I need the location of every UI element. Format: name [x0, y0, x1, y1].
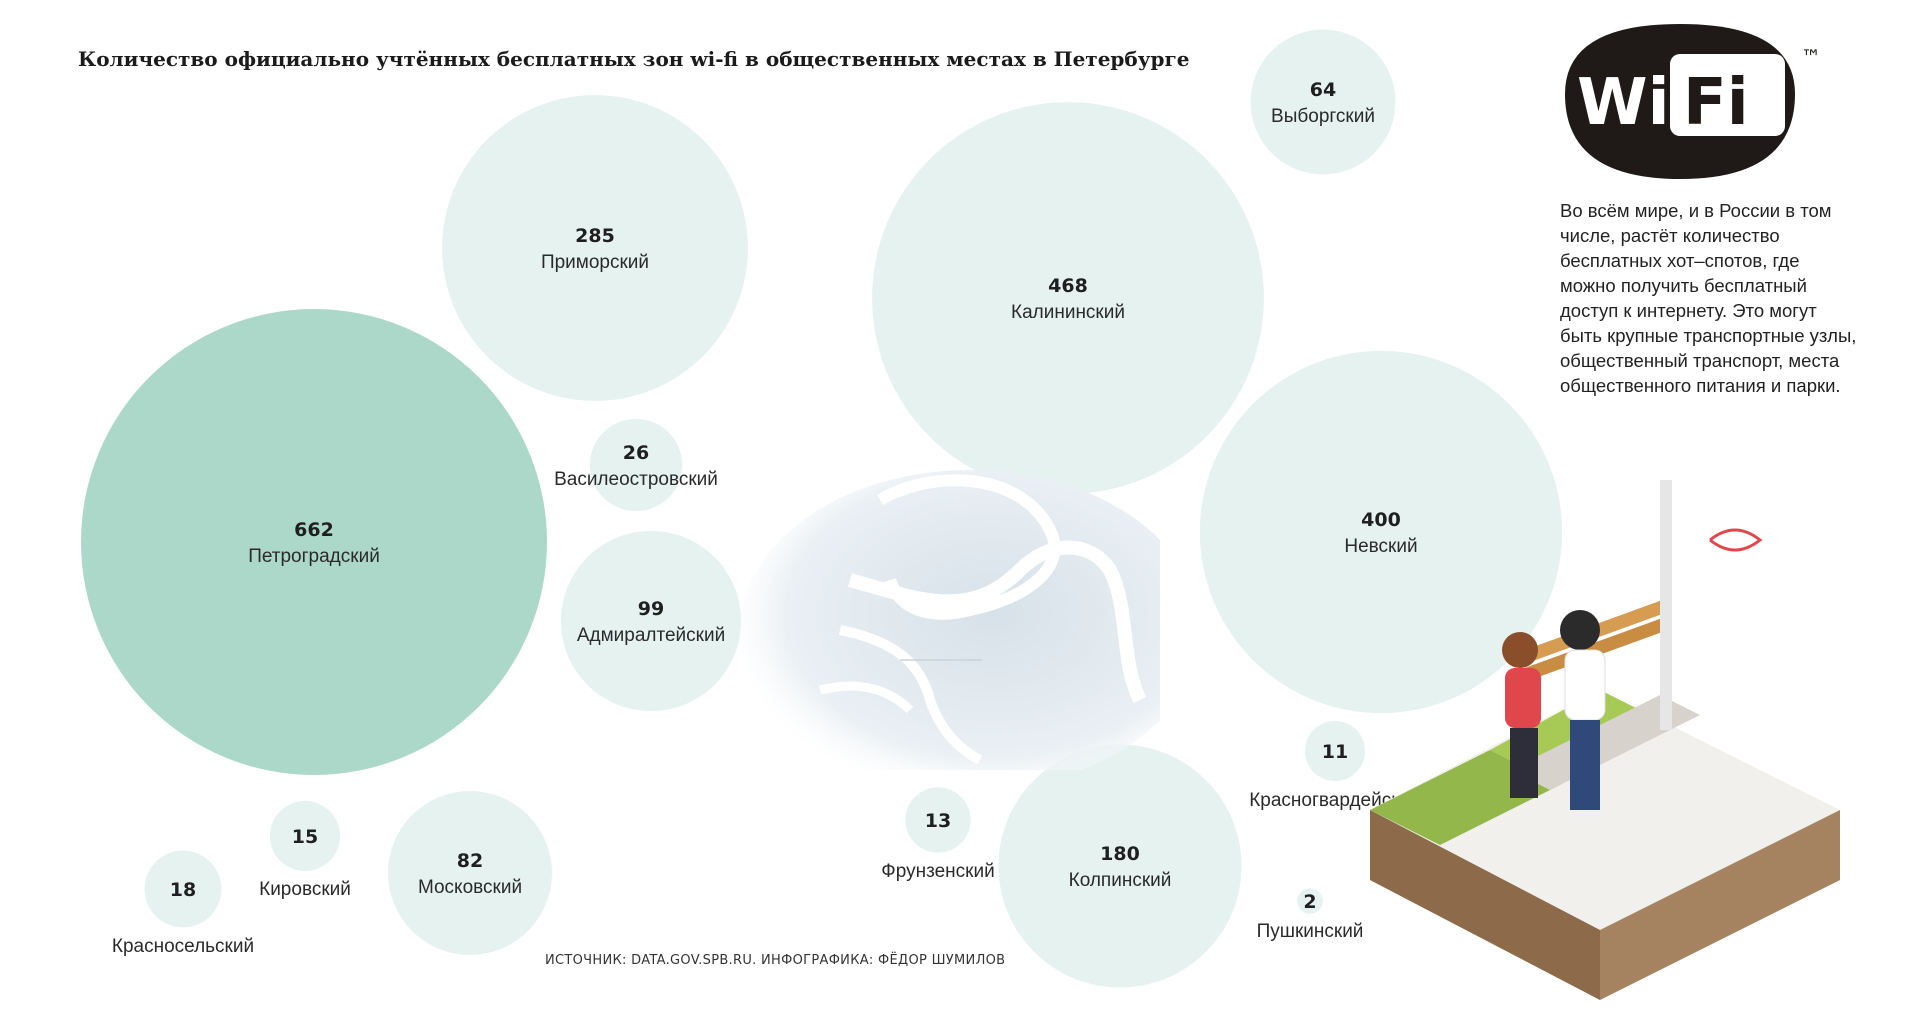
bubble-1	[81, 309, 547, 775]
bubble-value-3: 400	[1361, 509, 1401, 531]
bubble-label-1: Петроградский	[248, 546, 380, 567]
bubble-8	[1250, 29, 1396, 175]
wifi-logo-fi: Fi	[1683, 66, 1749, 140]
bubble-value-2: 468	[1048, 275, 1088, 297]
bubble-label-12: Кировский	[259, 879, 351, 900]
bubble-14	[1304, 720, 1366, 782]
bubble-label-3: Невский	[1344, 536, 1417, 557]
wifi-signal-icon	[1709, 528, 1763, 552]
bubble-label-13: Фрунзенский	[881, 861, 994, 882]
bubble-label-2: Калининский	[1011, 302, 1125, 323]
wifi-logo-tm: ™	[1801, 45, 1821, 69]
source-credit: ИСТОЧНИК: DATA.GOV.SPB.RU. ИНФОГРАФИКА: …	[545, 953, 1006, 968]
bubble-7	[387, 790, 553, 956]
bubble-9	[589, 418, 683, 512]
bubble-value-5: 180	[1100, 843, 1140, 865]
bubble-label-15: Пушкинский	[1257, 921, 1364, 942]
bubble-5	[998, 744, 1242, 988]
bubble-value-4: 285	[575, 225, 615, 247]
bubble-label-14: Красногвардейский	[1249, 790, 1421, 811]
bubble-value-14: 11	[1322, 741, 1348, 763]
bubble-label-11: Красносельский	[112, 936, 254, 957]
bubble-value-11: 18	[170, 879, 196, 901]
bubble-value-6: 99	[638, 598, 664, 620]
bubble-label-9: Василеостровский	[554, 469, 718, 490]
bubble-13	[905, 787, 971, 853]
bubble-label-6: Адмиралтейский	[577, 625, 725, 646]
bubble-value-1: 662	[294, 519, 334, 541]
bubble-value-7: 82	[457, 850, 483, 872]
bubble-6	[560, 530, 742, 712]
bubble-value-8: 64	[1310, 79, 1336, 101]
description-text: Во всём мире, и в России в том числе, ра…	[1560, 200, 1857, 396]
bubble-12	[269, 800, 341, 872]
bubble-15	[1297, 888, 1323, 914]
bubble-label-8: Выборгский	[1271, 106, 1375, 127]
page-title: Количество официально учтённых бесплатны…	[78, 47, 1190, 71]
bubble-2	[872, 102, 1264, 494]
bubble-11	[144, 850, 222, 928]
bubble-label-5: Колпинский	[1069, 870, 1172, 891]
bubble-label-4: Приморский	[541, 252, 649, 273]
bubble-value-9: 26	[623, 442, 649, 464]
bubble-value-12: 15	[292, 826, 318, 848]
bubble-4	[442, 95, 748, 401]
wifi-logo-wi: Wi	[1577, 66, 1670, 140]
wifi-logo-icon: Wi Fi ™	[1565, 24, 1821, 179]
bubble-value-13: 13	[925, 810, 951, 832]
city-map-graphic	[740, 470, 1160, 770]
park-bench-illustration	[1370, 480, 1840, 1000]
bubble-value-15: 2	[1303, 891, 1316, 913]
bubble-3	[1199, 350, 1563, 714]
bubble-label-7: Московский	[418, 877, 522, 898]
